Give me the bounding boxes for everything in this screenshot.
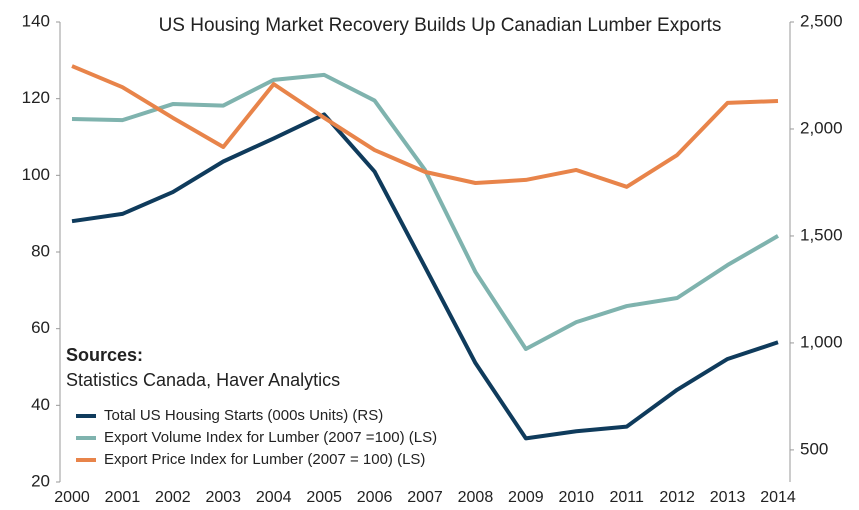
y-tick-label: 40 <box>31 395 50 414</box>
x-tick-label: 2008 <box>458 489 494 506</box>
legend-label: Export Volume Index for Lumber (2007 =10… <box>104 429 437 446</box>
y2-tick-label: 500 <box>800 439 828 458</box>
x-tick-label: 2009 <box>508 489 544 506</box>
x-tick-label: 2011 <box>610 489 645 506</box>
x-tick-label: 2002 <box>155 489 191 506</box>
x-tick-label: 2012 <box>659 489 695 506</box>
x-tick-label: 2014 <box>760 489 796 506</box>
x-tick-label: 2010 <box>558 489 594 506</box>
y2-tick-label: 2,500 <box>800 11 843 30</box>
legend-label: Total US Housing Starts (000s Units) (RS… <box>104 407 383 424</box>
legend-label: Export Price Index for Lumber (2007 = 10… <box>104 451 425 468</box>
series-line <box>71 64 779 189</box>
x-tick-label: 2013 <box>710 489 746 506</box>
y2-tick-label: 2,000 <box>800 118 843 137</box>
y-tick-label: 80 <box>31 241 50 260</box>
y2-tick-label: 1,000 <box>800 332 843 351</box>
y2-tick-label: 1,500 <box>800 225 843 244</box>
series-line <box>71 112 779 441</box>
y-tick-label: 60 <box>31 318 50 337</box>
x-tick-label: 2001 <box>105 489 141 506</box>
x-tick-label: 2006 <box>357 489 393 506</box>
x-tick-label: 2007 <box>407 489 443 506</box>
y-tick-label: 20 <box>31 471 50 490</box>
annotation: Statistics Canada, Haver Analytics <box>66 370 340 390</box>
x-tick-label: 2005 <box>306 489 342 506</box>
series-line <box>71 72 780 351</box>
annotation: Sources: <box>66 345 143 365</box>
y-tick-label: 140 <box>22 11 50 30</box>
y-tick-label: 120 <box>22 88 50 107</box>
x-tick-label: 2000 <box>54 489 90 506</box>
x-tick-label: 2004 <box>256 489 292 506</box>
x-tick-label: 2003 <box>205 489 241 506</box>
chart-title: US Housing Market Recovery Builds Up Can… <box>159 15 722 36</box>
y-tick-label: 100 <box>22 165 50 184</box>
